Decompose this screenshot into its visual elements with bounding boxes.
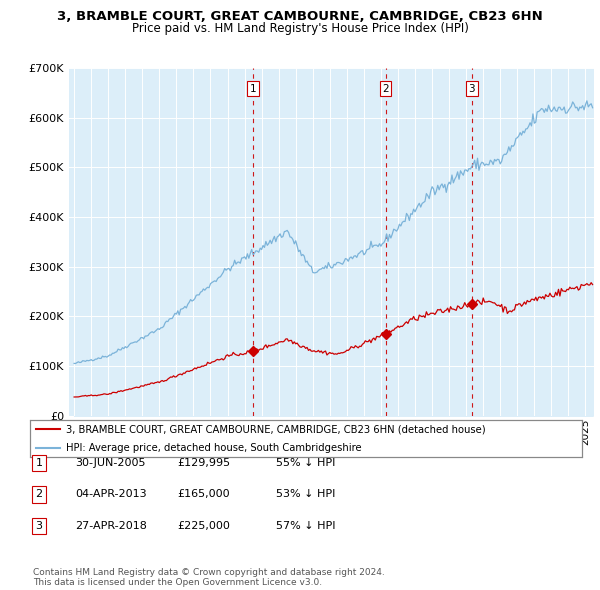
Text: HPI: Average price, detached house, South Cambridgeshire: HPI: Average price, detached house, Sout… — [66, 443, 362, 453]
Text: £129,995: £129,995 — [177, 458, 230, 468]
Text: £165,000: £165,000 — [177, 490, 230, 499]
Text: 04-APR-2013: 04-APR-2013 — [75, 490, 146, 499]
Text: 2: 2 — [35, 490, 43, 499]
Text: 1: 1 — [35, 458, 43, 468]
Text: 3, BRAMBLE COURT, GREAT CAMBOURNE, CAMBRIDGE, CB23 6HN (detached house): 3, BRAMBLE COURT, GREAT CAMBOURNE, CAMBR… — [66, 424, 485, 434]
Text: 30-JUN-2005: 30-JUN-2005 — [75, 458, 146, 468]
Text: 3, BRAMBLE COURT, GREAT CAMBOURNE, CAMBRIDGE, CB23 6HN: 3, BRAMBLE COURT, GREAT CAMBOURNE, CAMBR… — [57, 10, 543, 23]
Text: 55% ↓ HPI: 55% ↓ HPI — [276, 458, 335, 468]
Text: Price paid vs. HM Land Registry's House Price Index (HPI): Price paid vs. HM Land Registry's House … — [131, 22, 469, 35]
Text: £225,000: £225,000 — [177, 521, 230, 530]
Text: 3: 3 — [35, 521, 43, 530]
Text: 57% ↓ HPI: 57% ↓ HPI — [276, 521, 335, 530]
Text: 1: 1 — [250, 84, 256, 94]
Text: 27-APR-2018: 27-APR-2018 — [75, 521, 147, 530]
Text: Contains HM Land Registry data © Crown copyright and database right 2024.
This d: Contains HM Land Registry data © Crown c… — [33, 568, 385, 587]
Text: 53% ↓ HPI: 53% ↓ HPI — [276, 490, 335, 499]
Text: 3: 3 — [469, 84, 475, 94]
Text: 2: 2 — [382, 84, 389, 94]
